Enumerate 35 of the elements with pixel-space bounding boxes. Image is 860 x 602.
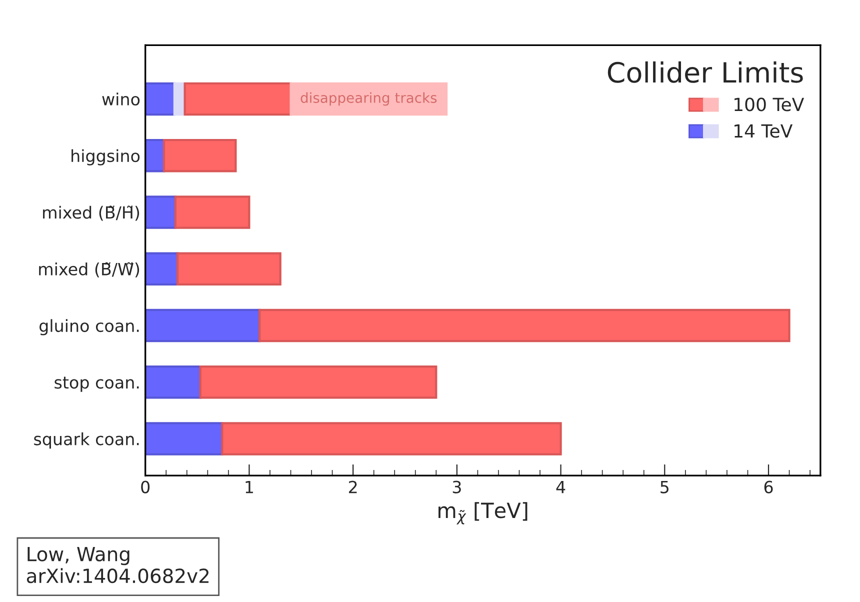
bar [145, 308, 261, 342]
x-tick-label: 4 [556, 480, 566, 494]
y-tick-label: squark coan. [34, 432, 139, 449]
bar [145, 82, 176, 116]
bar [145, 196, 177, 229]
bar [199, 366, 438, 399]
legend-label: 100 TeV [734, 98, 804, 112]
bar [221, 422, 562, 456]
x-tick-label: 3 [452, 480, 461, 494]
y-tick-label: mixed (B̃/W̃) [39, 262, 140, 278]
x-tick-label: 1 [246, 480, 253, 494]
bar [162, 138, 237, 172]
x-tick-label: 2 [348, 480, 357, 494]
annotation: disappearing tracks [300, 92, 437, 106]
y-tick-label: wino [102, 92, 140, 106]
bar [176, 252, 282, 286]
bar [145, 366, 202, 399]
x-axis-title: m$_{χ̃}$ [TeV] [438, 502, 528, 524]
bar [290, 82, 448, 116]
bar [174, 196, 250, 229]
x-tick-label: 0 [141, 480, 150, 494]
y-tick-label: higgsino [72, 149, 140, 166]
text: arXiv:1404.0682v2 [26, 568, 209, 584]
x-tick-label: 6 [764, 480, 773, 494]
x-tick-label: 5 [660, 480, 668, 494]
y-tick-label: mixed (B̃/H̃) [43, 206, 140, 221]
bar [145, 422, 224, 456]
bar [258, 308, 790, 342]
legend-label: 14 TeV [734, 124, 793, 138]
bar [145, 252, 179, 286]
bar [184, 82, 292, 116]
legend-title: Collider Limits [608, 61, 803, 83]
text: Low, Wang [28, 546, 130, 566]
y-tick-label: stop coan. [54, 376, 139, 392]
y-tick-label: gluino coan. [40, 319, 139, 336]
